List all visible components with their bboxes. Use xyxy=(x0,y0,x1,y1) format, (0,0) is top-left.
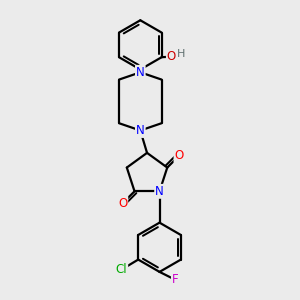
Text: O: O xyxy=(167,50,176,63)
Text: H: H xyxy=(177,50,185,59)
Text: N: N xyxy=(136,66,145,79)
Text: F: F xyxy=(172,273,178,286)
Text: O: O xyxy=(175,149,184,162)
Text: Cl: Cl xyxy=(116,263,127,276)
Text: N: N xyxy=(136,124,145,137)
Text: N: N xyxy=(155,185,164,198)
Text: O: O xyxy=(118,197,127,210)
